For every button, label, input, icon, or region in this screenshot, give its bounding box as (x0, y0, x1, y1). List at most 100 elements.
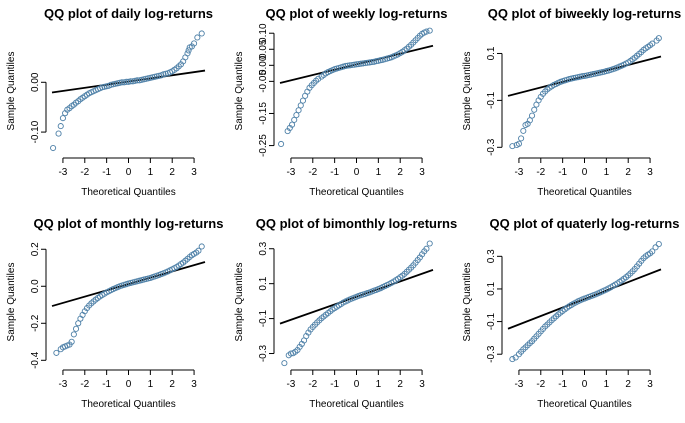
x-tick-label: -1 (558, 379, 567, 390)
x-tick-label: 0 (354, 167, 360, 178)
qq-point (520, 127, 527, 134)
qq-point (592, 70, 599, 77)
qq-point (423, 28, 430, 35)
y-tick-label: -0.2 (30, 314, 41, 332)
y-tick-label: 0.1 (486, 282, 497, 296)
qq-point (198, 30, 205, 37)
y-tick-label: 0.05 (258, 39, 269, 59)
y-tick-label: 0.10 (258, 23, 269, 43)
qq-point (127, 78, 134, 85)
qq-point (572, 74, 579, 81)
qq-point (288, 121, 296, 128)
qq-point (581, 72, 588, 80)
qq-point (377, 57, 384, 64)
y-axis-label: Sample Quantiles (234, 52, 245, 131)
y-tick-label: 0.3 (258, 241, 269, 255)
qq-point (426, 240, 433, 247)
qq-point (191, 40, 198, 47)
x-tick-label: 1 (148, 167, 154, 178)
x-tick-label: 1 (148, 379, 154, 390)
qq-point (518, 135, 525, 142)
x-tick-label: 2 (169, 167, 175, 178)
qq-point (603, 68, 610, 75)
y-axis-label: Sample Quantiles (6, 263, 17, 342)
x-tick-label: -1 (102, 379, 111, 390)
qq-panel-4: QQ plot of monthly log-returns -3 -2 -1 0 1 2 3… (6, 216, 223, 410)
qq-point (531, 106, 538, 113)
qq-point (360, 60, 367, 67)
y-tick-label: 0.0 (30, 279, 41, 293)
panel-title: QQ plot of biweekly log-returns (488, 6, 682, 21)
x-tick-label: -2 (80, 167, 89, 178)
x-tick-label: -2 (536, 167, 545, 178)
x-tick-label: 3 (191, 167, 197, 178)
x-tick-label: 1 (604, 379, 610, 390)
x-tick-label: 3 (419, 379, 425, 390)
qq-point (426, 27, 433, 34)
qq-point (649, 40, 656, 47)
qq-point (590, 71, 597, 78)
x-tick-label: -3 (286, 167, 295, 178)
qq-point (278, 140, 285, 148)
qq-panel-2: QQ plot of weekly log-returns -3 -2 -1 0 1 2 3 T… (234, 6, 448, 198)
qq-point (362, 60, 369, 67)
x-tick-label: 3 (647, 379, 653, 390)
x-tick-label: 1 (376, 167, 382, 178)
x-tick-label: 0 (126, 379, 132, 390)
qq-point (423, 245, 430, 252)
y-tick-label: -0.10 (30, 120, 41, 143)
qq-panel-6: QQ plot of quaterly log-returns -3 -2 -1 0 1 2… (462, 216, 679, 410)
qq-point (72, 325, 80, 332)
y-tick-label: -0.4 (30, 351, 41, 369)
x-axis-label: Theoretical Quantiles (81, 399, 176, 410)
x-tick-label: -1 (102, 167, 111, 178)
qq-point (652, 244, 659, 251)
qq-point (515, 140, 522, 147)
x-tick-label: 2 (625, 379, 631, 390)
x-tick-label: -2 (308, 379, 317, 390)
y-tick-label: -0.15 (258, 102, 269, 125)
y-axis-label: Sample Quantiles (462, 263, 473, 342)
y-axis-label: Sample Quantiles (462, 52, 473, 131)
y-tick-label: -0.3 (486, 138, 497, 156)
qq-point (293, 112, 300, 119)
qq-point (281, 360, 288, 367)
qq-point (123, 78, 130, 85)
qq-point (509, 143, 516, 150)
x-axis-label: Theoretical Quantiles (537, 187, 632, 198)
qq-point (53, 349, 60, 356)
x-tick-label: -3 (514, 167, 523, 178)
x-tick-label: 0 (582, 167, 588, 178)
qq-point (353, 61, 360, 68)
qq-point (295, 107, 302, 114)
panel-title: QQ plot of bimonthly log-returns (256, 216, 457, 231)
qq-point (574, 74, 581, 81)
x-tick-label: 2 (169, 379, 175, 390)
qq-point (349, 61, 356, 69)
qq-point (357, 60, 364, 67)
qq-point (342, 62, 349, 70)
x-tick-label: 0 (582, 379, 588, 390)
x-tick-label: 1 (604, 167, 610, 178)
qq-point (568, 75, 575, 82)
y-tick-label: 0.1 (258, 276, 269, 290)
qq-point (55, 130, 62, 137)
x-tick-label: -1 (330, 167, 339, 178)
x-tick-label: 2 (625, 167, 631, 178)
qq-point (594, 70, 601, 77)
qq-point (185, 47, 192, 54)
qq-point (195, 247, 202, 254)
x-axis-label: Theoretical Quantiles (309, 399, 404, 410)
x-tick-label: -2 (80, 379, 89, 390)
qq-point (528, 112, 536, 119)
panel-title: QQ plot of quaterly log-returns (490, 216, 680, 231)
x-tick-label: 2 (397, 379, 403, 390)
x-tick-label: 0 (354, 379, 360, 390)
qq-point (299, 97, 307, 104)
qq-point (344, 62, 351, 69)
y-tick-label: -0.1 (486, 91, 497, 109)
qq-panel-3: QQ plot of biweekly log-returns -3 -2 -1 0 1 2… (462, 6, 681, 198)
x-tick-label: -1 (558, 167, 567, 178)
y-tick-label: 0.00 (258, 55, 269, 75)
qq-point (70, 331, 77, 338)
